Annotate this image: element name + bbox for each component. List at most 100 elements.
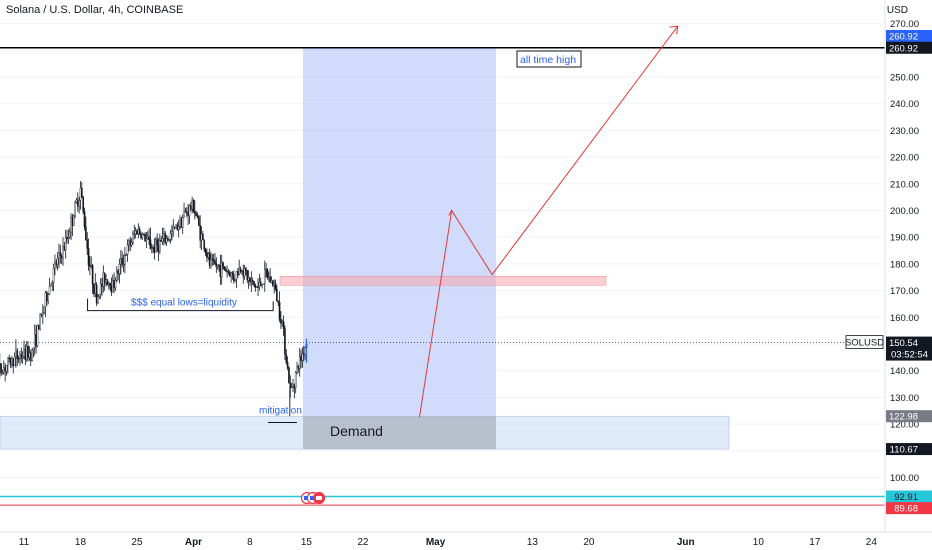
candle-body [301, 353, 304, 361]
candle-body [25, 346, 28, 361]
time-tick-label: 24 [866, 537, 878, 548]
demand-top-price-badge-text: 122.98 [889, 412, 918, 423]
candle-body [194, 211, 196, 214]
candle-body [120, 258, 122, 265]
currency-label[interactable]: USD [886, 5, 908, 16]
time-tick-label: 22 [357, 537, 369, 548]
candle-body [21, 356, 24, 359]
candle-body [254, 284, 257, 288]
price-tick-label: 230.00 [890, 126, 919, 137]
equal-lows-bracket[interactable] [87, 298, 274, 312]
time-tick-label: 25 [131, 537, 143, 548]
candle-body [62, 246, 64, 259]
supply-zone[interactable] [279, 275, 607, 286]
price-tick-label: 180.00 [890, 259, 919, 270]
candle-body [227, 271, 230, 273]
candle-body [103, 272, 106, 284]
candle-body [111, 280, 114, 293]
candle-body [168, 239, 171, 241]
candle-body [94, 284, 97, 295]
candle-body [60, 255, 63, 259]
candle-body [137, 229, 140, 235]
price-tick-label: 140.00 [890, 366, 919, 377]
candle-body [136, 230, 138, 235]
candle-body [67, 237, 70, 240]
time-tick-label: Apr [185, 537, 202, 548]
candle-body [189, 205, 192, 210]
candle-body [233, 274, 235, 281]
candle-body [141, 234, 144, 238]
candle-body [226, 271, 228, 273]
demand-bottom-price-badge [886, 443, 932, 456]
price-tick-label: 250.00 [890, 72, 919, 83]
candle-body [19, 354, 21, 359]
candle-body [223, 266, 226, 270]
candle-body [222, 262, 224, 267]
candle-body [95, 284, 98, 304]
candle-body [24, 348, 27, 361]
candle-body [46, 292, 48, 301]
cyan-level-badge-text: 92.91 [894, 492, 918, 503]
candle-body [110, 286, 113, 293]
candle-body [142, 234, 145, 236]
candle-body [99, 283, 102, 295]
candle-body [285, 353, 288, 363]
projection-zone[interactable] [303, 48, 496, 417]
candle-body [224, 269, 227, 272]
demand-label-box[interactable] [303, 416, 496, 450]
candle-body [210, 258, 212, 266]
candle-body [27, 346, 29, 358]
candle-body [277, 300, 280, 303]
candle-body [251, 280, 254, 282]
time-axis[interactable]: 11 18 25 Apr 8 15 22 May 13 20 Jun 10 17 24 [0, 531, 932, 548]
candle-body [47, 294, 50, 301]
candle-body [155, 239, 157, 253]
candle-body [253, 280, 255, 286]
candle-body [284, 328, 286, 355]
price-tick-label: 220.00 [890, 153, 919, 164]
candle-body [48, 286, 51, 295]
candle-body [90, 265, 93, 267]
candle-body [160, 239, 162, 242]
all-time-high-box[interactable] [516, 50, 582, 68]
candle-body [140, 233, 142, 238]
candle-body [230, 272, 232, 277]
candle-body [79, 187, 82, 201]
candle-body [118, 263, 121, 274]
time-tick-label: 13 [527, 537, 539, 548]
candle-body [63, 246, 66, 251]
equal-lows-label[interactable]: $$$ equal lows=liquidity [131, 297, 237, 308]
candle-body [165, 238, 168, 243]
candle-body [126, 244, 129, 255]
candle-body [145, 238, 148, 242]
price-tick-label: 100.00 [890, 473, 919, 484]
candle-body [180, 218, 183, 228]
candle-body [121, 258, 123, 265]
candle-body [31, 349, 33, 361]
candle-body [159, 239, 161, 252]
candle-body [117, 270, 119, 274]
economic-events-icons[interactable] [300, 491, 326, 505]
projection-path[interactable] [418, 25, 679, 418]
demand-label[interactable]: Demand [330, 423, 383, 439]
candle-body [302, 353, 305, 356]
candle-body [125, 253, 128, 256]
all-time-high-label[interactable]: all time high [520, 54, 576, 66]
candle-body [66, 237, 68, 240]
candle-body [4, 367, 6, 372]
price-tick-label: 210.00 [890, 179, 919, 190]
candle-body [43, 306, 45, 313]
candle-body [15, 350, 17, 358]
candle-body [149, 239, 152, 250]
mitigation-label[interactable]: mitigation [259, 405, 302, 416]
demand-bottom-price-badge-text: 110.67 [890, 445, 918, 456]
candlestick-series [0, 181, 308, 417]
cyan-level-badge [886, 490, 932, 503]
candle-body [163, 233, 165, 240]
candle-body [259, 281, 262, 287]
symbol-tag-text: SOLUSD [845, 338, 884, 349]
current-price-badge-text: 150.54 [889, 338, 918, 349]
symbol-title[interactable]: Solana / U.S. Dollar, 4h, COINBASE [6, 4, 184, 16]
candle-body [12, 358, 15, 366]
